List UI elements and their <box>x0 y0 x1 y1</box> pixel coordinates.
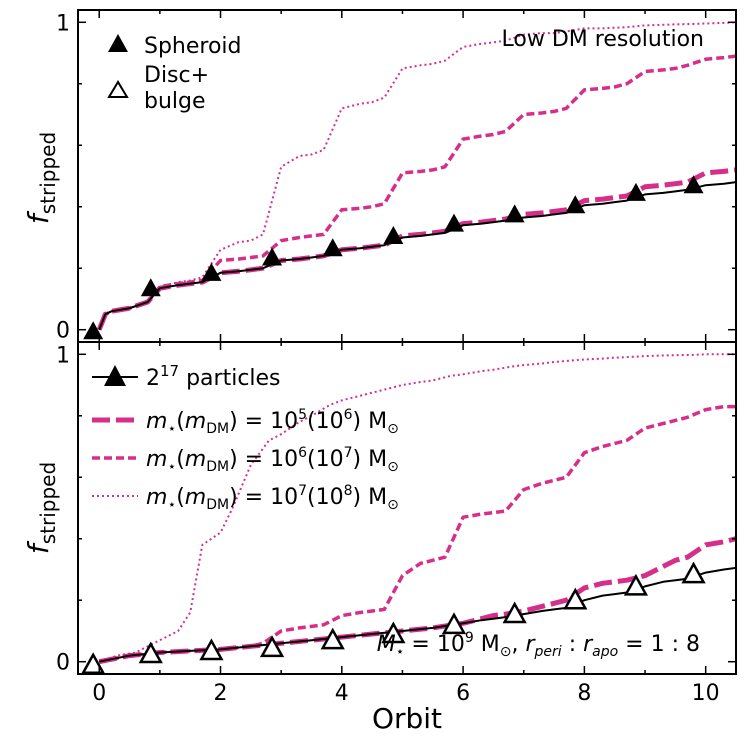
series-line-dotted_1e7 <box>98 353 736 663</box>
triangle-marker <box>320 627 345 650</box>
triangle-marker <box>383 225 404 244</box>
triangle-marker <box>138 641 163 664</box>
triangle-marker <box>199 638 224 661</box>
bottom-axes-frame <box>77 341 737 675</box>
legend-label-1e7: m⋆(mDM) = 107(108) M⊙ <box>146 483 399 513</box>
bottom-panel: 01 0 2 4 6 8 10 217 particles m⋆(mDM) = 105(1… <box>22 341 737 735</box>
triangle-marker <box>623 573 649 596</box>
top-markers-group <box>83 175 704 340</box>
bottom-ticks-group <box>78 342 736 674</box>
top-axes-frame <box>77 9 737 343</box>
legend-label-particles: 217 particles <box>146 362 281 391</box>
xtick-label: 4 <box>335 681 349 706</box>
triangle-marker <box>444 213 464 232</box>
triangle-marker <box>502 601 527 624</box>
triangle-marker <box>625 182 646 201</box>
bottom-xtick-labels: 0 2 4 6 8 10 <box>92 681 719 706</box>
triangle-marker <box>322 238 343 257</box>
ytick-label: 0 <box>56 319 70 344</box>
xtick-label: 0 <box>92 681 106 706</box>
triangle-marker <box>140 278 161 297</box>
triangle-marker <box>83 321 104 340</box>
legend-label-1e5: m⋆(mDM) = 105(106) M⊙ <box>146 407 399 437</box>
ytick-label: 1 <box>56 11 70 36</box>
xtick-label: 8 <box>577 681 591 706</box>
bottom-ytick-labels: 01 <box>56 343 70 675</box>
bottom-ylabel: fstripped <box>22 462 60 554</box>
triangle-marker <box>681 561 706 584</box>
triangle-marker <box>683 175 704 194</box>
bottom-markers-group <box>81 561 706 675</box>
ytick-label: 0 <box>56 651 70 676</box>
triangle-marker <box>565 195 586 214</box>
series-line-solid_2e17 <box>98 181 737 331</box>
triangle-marker <box>262 247 283 266</box>
triangle-marker <box>563 587 588 610</box>
bottom-ylabel-sub: stripped <box>36 462 60 544</box>
top-annotation: Low DM resolution <box>502 27 704 52</box>
legend-spheroid-marker <box>108 34 128 52</box>
legend-disc-marker <box>107 80 129 98</box>
bottom-legend: 217 particles m⋆(mDM) = 105(106) M⊙ m⋆(m… <box>92 362 399 513</box>
legend-disc-label-line2: bulge <box>144 89 206 114</box>
series-line-solid_2e17 <box>99 566 737 663</box>
series-line-dotted_1e7 <box>98 21 737 331</box>
triangle-marker <box>441 612 467 635</box>
legend-disc-label-line1: Disc+ <box>144 63 209 88</box>
legend-label-1e6: m⋆(mDM) = 106(107) M⊙ <box>146 445 399 475</box>
x-axis-label: Orbit <box>372 702 442 735</box>
top-panel: 01 Low DM resolution Spheroid Disc+ bulg… <box>22 9 737 344</box>
top-series-group <box>96 21 737 331</box>
top-legend: Spheroid Disc+ bulge <box>107 34 242 114</box>
xtick-label: 6 <box>456 681 470 706</box>
top-ytick-labels: 01 <box>56 11 70 343</box>
top-ylabel-sub: stripped <box>36 132 60 214</box>
triangle-marker <box>381 621 406 644</box>
xtick-label: 2 <box>214 681 228 706</box>
top-ylabel: fstripped <box>22 132 60 224</box>
bottom-series-group <box>98 353 737 665</box>
series-line-dashed_1e6 <box>98 404 736 664</box>
triangle-marker <box>504 204 525 223</box>
triangle-marker <box>201 262 222 281</box>
top-ticks-group <box>78 10 736 342</box>
ytick-label: 1 <box>56 343 70 368</box>
bottom-annotation: M⋆ = 109 M⊙, rperi : rapo = 1 : 8 <box>377 630 700 660</box>
legend-solid-marker <box>104 365 126 386</box>
triangle-marker <box>81 652 106 675</box>
xtick-label: 10 <box>692 681 720 706</box>
legend-spheroid-label: Spheroid <box>144 34 242 59</box>
triangle-marker <box>259 635 285 658</box>
